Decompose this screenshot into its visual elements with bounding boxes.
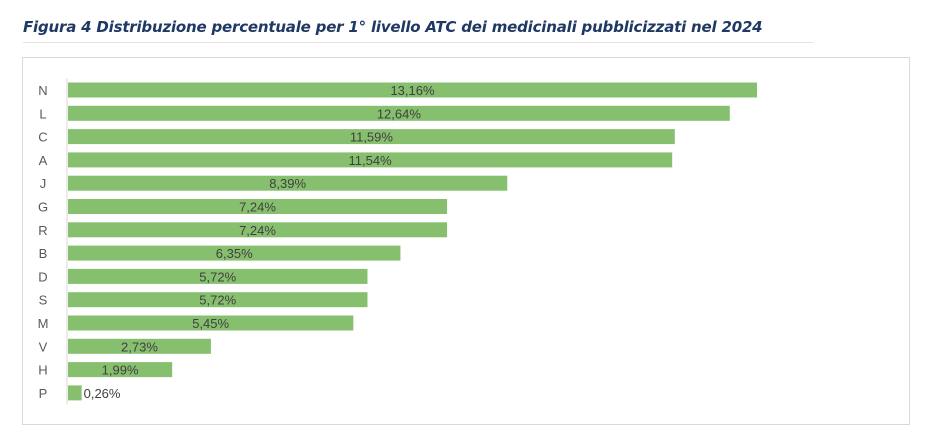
category-label-J: J	[40, 176, 47, 191]
value-label-J: 8,39%	[269, 176, 306, 191]
bar-C	[68, 129, 675, 145]
bar-P	[68, 385, 82, 401]
chart-frame: N 13,16% L 12,64% C 11,59% A 11,54% J 8,39% G 7,24%…	[22, 57, 910, 425]
bar-L	[68, 105, 730, 121]
bar-M	[68, 315, 354, 331]
value-label-H: 1,99%	[102, 363, 139, 378]
value-label-P: 0,26%	[84, 386, 121, 401]
value-label-L: 12,64%	[377, 106, 422, 121]
category-label-L: L	[39, 106, 46, 121]
category-label-V: V	[39, 339, 48, 354]
category-label-N: N	[38, 83, 47, 98]
value-label-R: 7,24%	[239, 223, 276, 238]
category-label-R: R	[38, 223, 47, 238]
bar-S	[68, 292, 368, 308]
category-label-P: P	[39, 386, 48, 401]
value-label-C: 11,59%	[350, 130, 394, 145]
category-label-C: C	[38, 130, 47, 145]
bar-D	[68, 268, 368, 284]
value-label-B: 6,35%	[216, 246, 253, 261]
bar-R	[68, 222, 448, 238]
bar-H	[68, 362, 173, 378]
caption-divider	[23, 42, 813, 43]
value-label-A: 11,54%	[349, 153, 393, 168]
value-label-D: 5,72%	[199, 269, 236, 284]
value-label-V: 2,73%	[121, 339, 158, 354]
category-label-G: G	[38, 200, 48, 215]
bar-J	[68, 175, 508, 191]
value-label-G: 7,24%	[239, 200, 276, 215]
bar-chart: N 13,16% L 12,64% C 11,59% A 11,54% J 8,39% G 7,24%…	[38, 78, 757, 405]
bar-V	[68, 338, 211, 354]
bar-B	[68, 245, 401, 261]
category-label-D: D	[38, 269, 47, 284]
category-label-H: H	[38, 363, 47, 378]
value-label-N: 13,16%	[390, 83, 435, 98]
category-label-A: A	[39, 153, 48, 168]
category-label-S: S	[39, 293, 48, 308]
bar-G	[68, 199, 448, 214]
category-label-M: M	[38, 316, 49, 331]
value-label-S: 5,72%	[199, 293, 236, 308]
category-label-B: B	[39, 246, 48, 261]
value-label-M: 5,45%	[192, 316, 229, 331]
bar-N	[68, 82, 757, 98]
bar-A	[68, 152, 673, 168]
figure-caption: Figura 4 Distribuzione percentuale per 1…	[23, 18, 763, 36]
